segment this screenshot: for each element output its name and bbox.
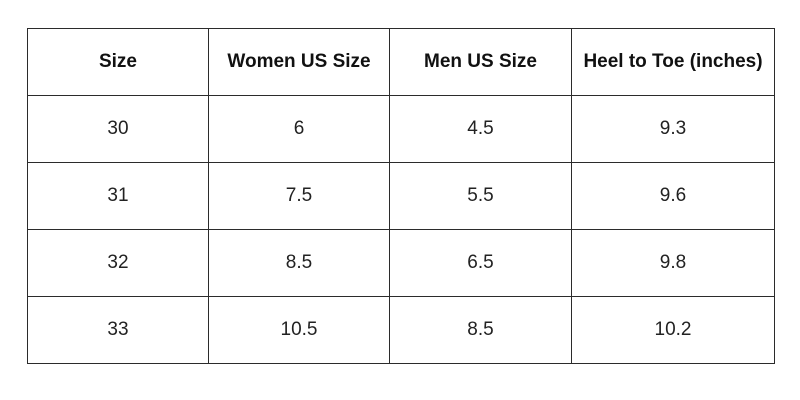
cell-men-us-size: 5.5 [389,162,572,230]
cell-men-us-size: 4.5 [389,95,572,163]
cell-size: 33 [27,296,209,364]
table-row: 31 7.5 5.5 9.6 [27,162,775,230]
header-heel-to-toe: Heel to Toe (inches) [571,28,775,96]
table-row: 33 10.5 8.5 10.2 [27,296,775,364]
cell-size: 31 [27,162,209,230]
cell-men-us-size: 8.5 [389,296,572,364]
size-chart-table: Size Women US Size Men US Size Heel to T… [27,28,775,364]
cell-size: 30 [27,95,209,163]
table-header-row: Size Women US Size Men US Size Heel to T… [27,28,775,96]
cell-women-us-size: 10.5 [208,296,390,364]
header-men-us-size: Men US Size [389,28,572,96]
cell-heel-to-toe: 9.6 [571,162,775,230]
header-women-us-size: Women US Size [208,28,390,96]
cell-men-us-size: 6.5 [389,229,572,297]
cell-heel-to-toe: 9.8 [571,229,775,297]
table-row: 32 8.5 6.5 9.8 [27,229,775,297]
cell-heel-to-toe: 10.2 [571,296,775,364]
cell-women-us-size: 8.5 [208,229,390,297]
cell-women-us-size: 6 [208,95,390,163]
cell-women-us-size: 7.5 [208,162,390,230]
header-size: Size [27,28,209,96]
cell-size: 32 [27,229,209,297]
table-row: 30 6 4.5 9.3 [27,95,775,163]
cell-heel-to-toe: 9.3 [571,95,775,163]
